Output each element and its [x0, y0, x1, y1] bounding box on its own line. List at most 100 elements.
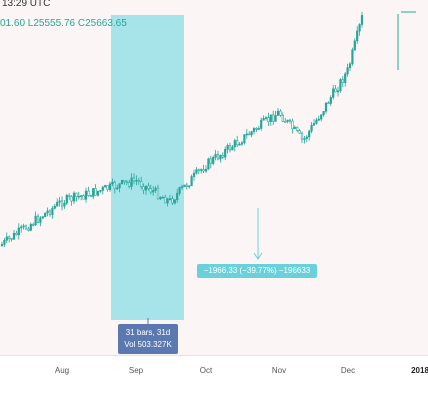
candle-body: [159, 196, 162, 200]
candle-body: [332, 88, 335, 98]
candle-body: [116, 187, 119, 190]
candle-body: [56, 201, 59, 207]
candle-body: [303, 138, 306, 140]
candle-body: [346, 67, 349, 75]
candle-body: [164, 196, 167, 204]
candle-body: [87, 190, 90, 196]
candle-body: [207, 158, 210, 170]
candle-body: [281, 115, 284, 122]
x-tick-label: Nov: [271, 366, 287, 375]
candle-body: [293, 126, 296, 130]
candle-body: [248, 133, 251, 136]
candle-body: [262, 118, 265, 121]
candle-body: [329, 97, 332, 104]
candle-body: [118, 183, 121, 189]
candle-body: [279, 110, 282, 116]
candle-body: [250, 131, 253, 136]
candle-body: [99, 190, 102, 192]
time-axis[interactable]: [0, 355, 428, 401]
candle-body: [269, 114, 272, 122]
candle-body: [202, 169, 205, 172]
candle-body: [296, 126, 299, 131]
candle-body: [344, 73, 347, 83]
candle-body: [5, 236, 8, 241]
candle-body: [209, 158, 212, 164]
candle-body: [243, 134, 246, 144]
candle-body: [284, 121, 287, 123]
candle-body: [185, 184, 188, 187]
candle-body: [3, 239, 6, 245]
candle-body: [147, 185, 150, 189]
candle-body: [286, 119, 289, 122]
candle-body: [274, 115, 277, 122]
candle-body: [60, 200, 64, 207]
candle-body: [200, 169, 203, 171]
measure-arrow-head: [253, 252, 263, 260]
candle-body: [238, 143, 241, 146]
candle-body: [334, 88, 337, 93]
candle-body: [29, 223, 32, 231]
measure-price-change-label: −1966.33 (−39.77%) −196633: [197, 264, 317, 278]
candle-body: [272, 114, 275, 122]
candle-body: [228, 145, 232, 151]
candle-body: [176, 192, 179, 201]
candle-body: [80, 195, 83, 197]
candle-body: [72, 192, 76, 202]
candle-body: [341, 79, 344, 83]
candle-body: [312, 123, 316, 126]
range-bars-label: 31 bars, 31d: [125, 328, 171, 337]
candle-body: [183, 184, 186, 187]
candle-body: [161, 196, 164, 199]
candle-body: [53, 205, 56, 209]
price-chart[interactable]: [0, 0, 428, 355]
candle-body: [125, 181, 128, 184]
candle-body: [348, 63, 352, 69]
candle-body: [173, 199, 176, 204]
candle-body: [339, 79, 342, 92]
candle-body: [171, 198, 174, 204]
candle-body: [140, 181, 143, 187]
candle-body: [276, 110, 280, 116]
candle-body: [240, 142, 244, 145]
x-tick-label: Sep: [128, 366, 144, 375]
candle-body: [22, 225, 25, 228]
candle-body: [257, 128, 260, 130]
candle-body: [12, 232, 16, 240]
candle-body: [46, 210, 49, 214]
candle-body: [51, 207, 54, 215]
x-tick-label: Aug: [54, 366, 70, 375]
candle-body: [308, 130, 311, 138]
candle-body: [351, 49, 354, 65]
candle-body: [39, 217, 42, 223]
candle-body: [236, 140, 239, 146]
x-tick-label: 2018: [411, 366, 428, 375]
candle-body: [188, 185, 191, 188]
candle-body: [233, 140, 236, 148]
candle-body: [195, 169, 198, 174]
candle-body: [291, 120, 294, 130]
range-volume-label: Vol 503.327K: [124, 340, 172, 349]
candle-body: [322, 111, 325, 116]
candle-body: [142, 186, 145, 191]
candle-body: [44, 212, 47, 218]
x-tick-label: Oct: [199, 366, 213, 375]
candle-body: [356, 30, 359, 42]
candle-body: [82, 195, 85, 200]
candle-body: [327, 102, 330, 105]
candle-body: [75, 192, 78, 198]
candle-body: [245, 133, 248, 136]
candle-body: [216, 154, 220, 160]
candle-body: [212, 157, 215, 164]
candle-body: [128, 182, 131, 187]
header-time: 13:29 UTC: [2, 0, 51, 9]
candle-body: [221, 154, 224, 158]
candle-body: [360, 15, 364, 25]
candle-body: [65, 194, 68, 204]
candle-body: [214, 154, 217, 158]
candle-body: [156, 187, 160, 200]
candle-body: [300, 132, 304, 140]
candle-body: [135, 179, 138, 182]
candle-body: [320, 114, 323, 120]
candle-body: [336, 90, 340, 93]
candle-body: [84, 190, 88, 200]
